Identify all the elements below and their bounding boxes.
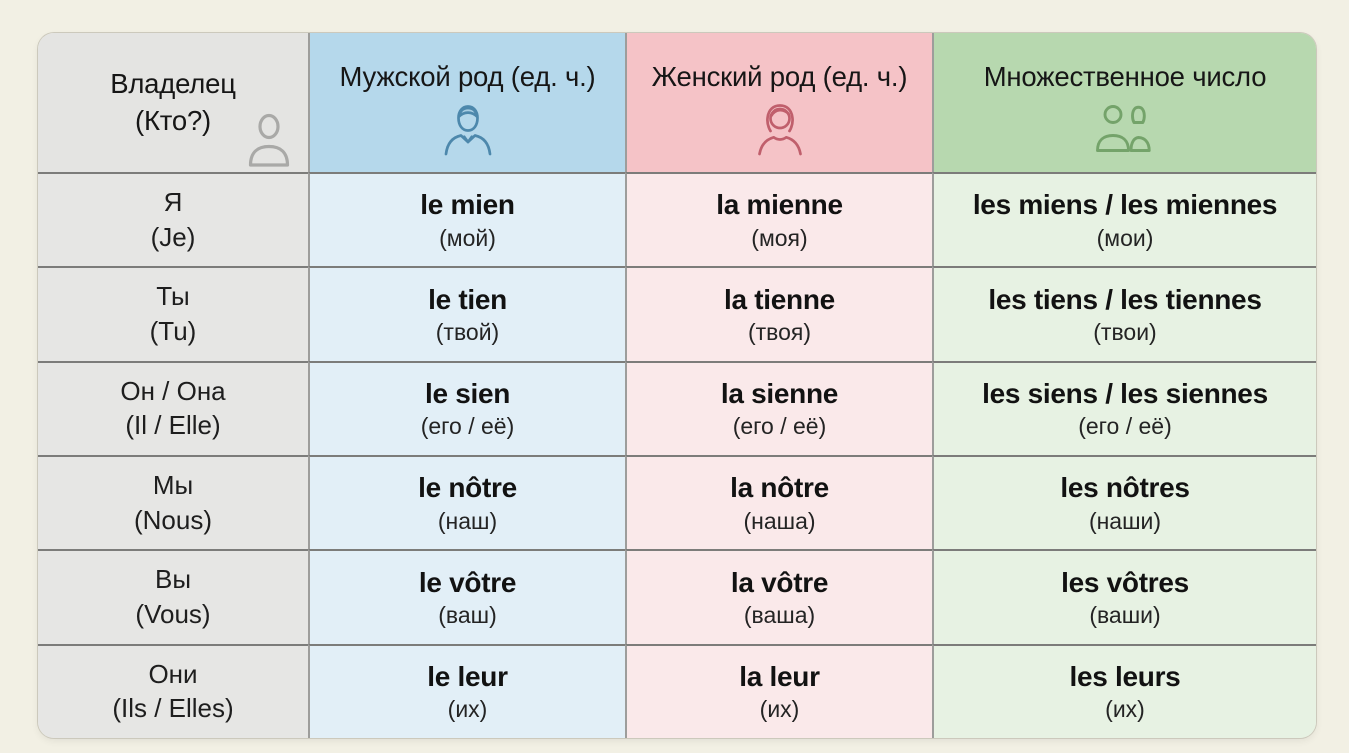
russian-translation: (наши) xyxy=(1088,507,1162,534)
header-plural-label: Множественное число xyxy=(983,61,1267,92)
owner-cell: Мы (Nous) xyxy=(38,455,308,550)
owner-ru: Вы xyxy=(154,564,192,595)
russian-translation: (ваша) xyxy=(743,601,816,628)
russian-translation: (твой) xyxy=(435,318,500,345)
plural-cell: les leurs (их) xyxy=(932,643,1316,738)
header-owner-label: Владелец (Кто?) xyxy=(110,66,236,139)
russian-translation: (твои) xyxy=(1093,318,1157,345)
header-owner-line1: Владелец xyxy=(110,68,236,100)
russian-translation: (наш) xyxy=(437,507,498,534)
french-term: le sien xyxy=(424,378,511,410)
plural-cell: les vôtres (ваши) xyxy=(932,549,1316,644)
french-term: les nôtres xyxy=(1060,472,1190,504)
header-plural: Множественное число xyxy=(932,33,1316,172)
feminine-cell: la nôtre (наша) xyxy=(625,455,932,550)
french-term: le leur xyxy=(427,661,508,693)
french-term: les vôtres xyxy=(1061,566,1189,598)
russian-translation: (ваш) xyxy=(438,601,497,628)
header-owner: Владелец (Кто?) xyxy=(38,33,308,172)
plural-cell: les nôtres (наши) xyxy=(932,455,1316,550)
masculine-cell: le nôtre (наш) xyxy=(308,455,625,550)
feminine-cell: la vôtre (ваша) xyxy=(625,549,932,644)
russian-translation: (моя) xyxy=(751,224,808,251)
french-term: les siens / les siennes xyxy=(982,378,1268,410)
header-feminine: Женский род (ед. ч.) xyxy=(625,33,932,172)
owner-cell: Он / Она (Il / Elle) xyxy=(38,360,308,455)
masculine-cell: le mien (мой) xyxy=(308,172,625,267)
owner-ru: Они xyxy=(148,658,198,689)
french-term: les leurs xyxy=(1069,661,1181,693)
owner-ru: Я xyxy=(163,186,183,217)
header-feminine-label: Женский род (ед. ч.) xyxy=(651,61,908,92)
french-term: le vôtre xyxy=(418,566,517,598)
plural-cell: les miens / les miennes (мои) xyxy=(932,172,1316,267)
russian-translation: (его / её) xyxy=(1078,413,1172,440)
russian-translation: (мои) xyxy=(1096,224,1154,251)
owner-ru: Он / Она xyxy=(120,375,226,406)
header-masculine-label: Мужской род (ед. ч.) xyxy=(339,61,596,92)
owner-cell: Ты (Tu) xyxy=(38,266,308,361)
owner-fr: (Il / Elle) xyxy=(125,410,221,441)
russian-translation: (наша) xyxy=(743,507,816,534)
french-term: la sienne xyxy=(720,378,839,410)
russian-translation: (твоя) xyxy=(747,318,812,345)
people-icon xyxy=(1094,102,1156,152)
masculine-cell: le vôtre (ваш) xyxy=(308,549,625,644)
french-term: les miens / les miennes xyxy=(972,189,1278,221)
feminine-cell: la tienne (твоя) xyxy=(625,266,932,361)
possessive-pronouns-table: Владелец (Кто?) Мужской род (ед. ч.) xyxy=(38,33,1316,738)
owner-fr: (Ils / Elles) xyxy=(112,693,234,724)
russian-translation: (его / её) xyxy=(732,413,827,440)
russian-translation: (ваши) xyxy=(1089,601,1161,628)
owner-ru: Ты xyxy=(156,281,190,312)
owner-cell: Я (Je) xyxy=(38,172,308,267)
russian-translation: (их) xyxy=(759,696,800,723)
owner-cell: Вы (Vous) xyxy=(38,549,308,644)
french-term: la mienne xyxy=(716,189,843,221)
woman-icon xyxy=(752,102,808,156)
feminine-cell: la sienne (его / её) xyxy=(625,360,932,455)
feminine-cell: la leur (их) xyxy=(625,643,932,738)
owner-fr: (Vous) xyxy=(135,598,211,629)
french-term: la nôtre xyxy=(730,472,829,504)
french-term: le nôtre xyxy=(418,472,517,504)
french-term: la tienne xyxy=(724,283,835,315)
plural-cell: les siens / les siennes (его / её) xyxy=(932,360,1316,455)
owner-ru: Мы xyxy=(152,469,194,500)
french-term: les tiens / les tiennes xyxy=(988,283,1262,315)
russian-translation: (его / её) xyxy=(420,413,515,440)
french-term: le mien xyxy=(420,189,515,221)
masculine-cell: le sien (его / её) xyxy=(308,360,625,455)
feminine-cell: la mienne (моя) xyxy=(625,172,932,267)
french-term: la leur xyxy=(739,661,820,693)
owner-fr: (Tu) xyxy=(149,315,197,346)
russian-translation: (их) xyxy=(447,696,488,723)
french-term: le tien xyxy=(428,283,507,315)
man-icon xyxy=(440,102,496,156)
russian-translation: (их) xyxy=(1105,696,1145,723)
plural-cell: les tiens / les tiennes (твои) xyxy=(932,266,1316,361)
header-masculine: Мужской род (ед. ч.) xyxy=(308,33,625,172)
owner-fr: (Nous) xyxy=(133,504,212,535)
russian-translation: (мой) xyxy=(439,224,496,251)
person-icon xyxy=(246,113,292,167)
header-owner-line2: (Кто?) xyxy=(134,104,211,136)
masculine-cell: le tien (твой) xyxy=(308,266,625,361)
owner-fr: (Je) xyxy=(150,221,196,252)
owner-cell: Они (Ils / Elles) xyxy=(38,643,308,738)
french-term: la vôtre xyxy=(730,566,829,598)
masculine-cell: le leur (их) xyxy=(308,643,625,738)
